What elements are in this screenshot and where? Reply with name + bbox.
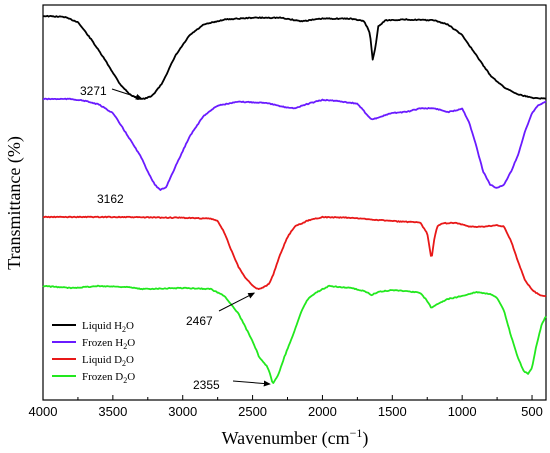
series-line-1	[43, 97, 547, 191]
x-tick-label: 500	[521, 404, 543, 419]
x-tick-label: 3500	[98, 404, 127, 419]
peak-annotation-arrow	[111, 88, 143, 100]
x-tick-label: 1500	[378, 404, 407, 419]
x-tick-label: 3000	[168, 404, 197, 419]
x-tick-label: 2500	[238, 404, 267, 419]
annotations: 3271 3162 2467 2355	[80, 84, 271, 392]
series-line-2	[42, 215, 547, 298]
legend-entry-2: Liquid D2O	[82, 354, 134, 368]
peak-annotation-arrow	[218, 292, 256, 312]
x-ticks: 4000 3500 3000 2500 2000 1500 1000 500	[29, 395, 543, 419]
series-line-3	[42, 284, 547, 384]
x-tick-label: 2000	[308, 404, 337, 419]
peak-annotation-label: 2467	[186, 314, 213, 328]
peak-annotation-arrow	[232, 380, 271, 387]
peak-annotation-label: 2355	[193, 378, 220, 392]
series-line-0	[42, 14, 547, 100]
peak-annotation-label: 3162	[97, 192, 124, 206]
series-layer	[42, 14, 547, 384]
legend-entry-1: Frozen H2O	[82, 337, 135, 351]
x-axis-label: Wavenumber (cm−1)	[222, 426, 369, 449]
legend: Liquid H2O Frozen H2O Liquid D2O Frozen …	[52, 320, 135, 385]
x-tick-label: 1000	[448, 404, 477, 419]
plot-frame	[42, 4, 547, 401]
legend-entry-3: Frozen D2O	[82, 371, 135, 385]
peak-annotation-label: 3271	[80, 84, 107, 98]
legend-entry-0: Liquid H2O	[82, 320, 134, 334]
y-axis-label: Transmittance (%)	[4, 136, 25, 270]
x-tick-label: 4000	[29, 404, 58, 419]
